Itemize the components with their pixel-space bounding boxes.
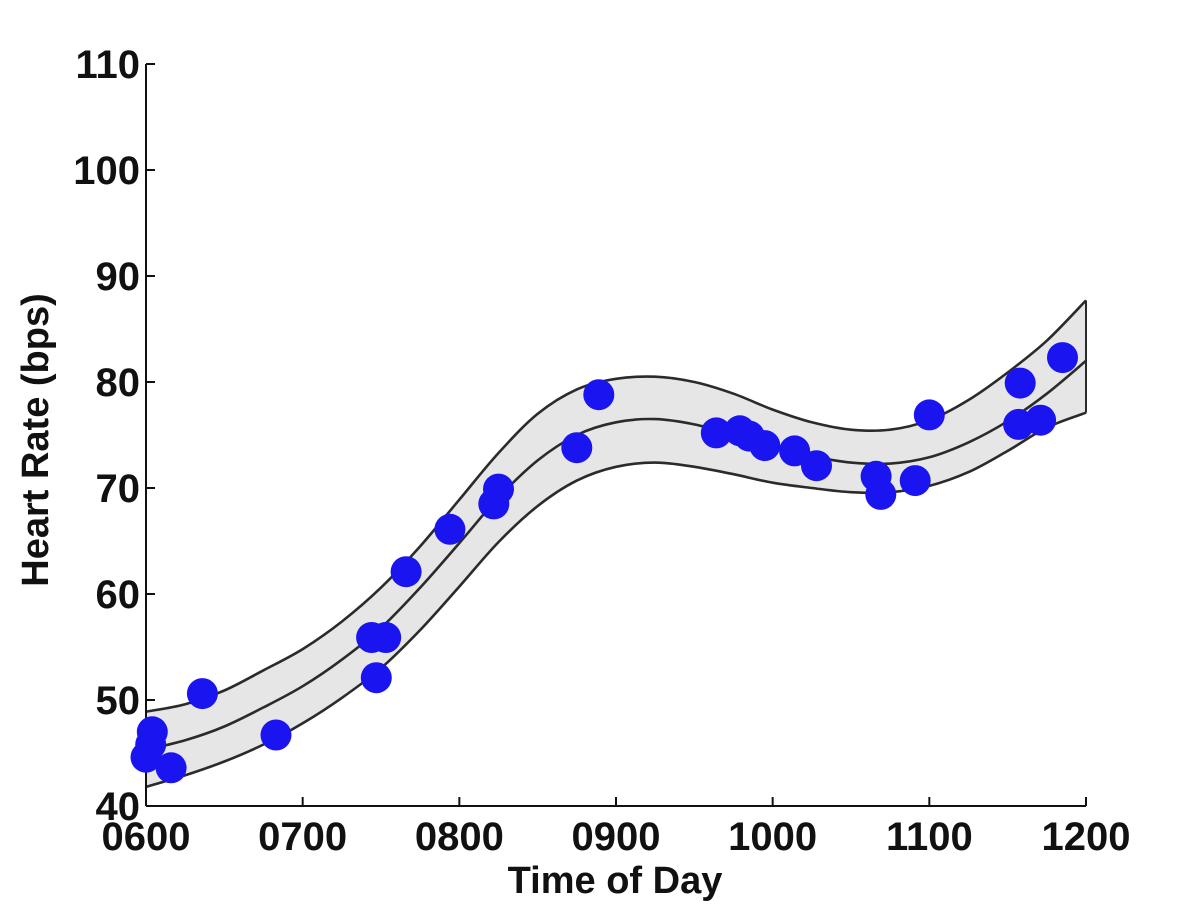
x-tick-label: 1200 — [1042, 815, 1131, 859]
data-point — [583, 379, 615, 411]
y-tick-label: 40 — [96, 785, 141, 829]
x-tick-label: 0700 — [258, 815, 347, 859]
fit-curve-line — [145, 359, 1087, 752]
x-tick-label: 0900 — [572, 815, 661, 859]
data-point — [779, 435, 811, 467]
data-point — [1047, 342, 1078, 374]
upper-bound-line — [145, 299, 1087, 713]
data-point — [899, 465, 931, 497]
data-point — [801, 450, 832, 482]
data-point — [186, 678, 218, 710]
confidence-band — [146, 300, 1086, 787]
data-point — [155, 752, 187, 784]
x-tick-label: 1100 — [886, 815, 973, 859]
data-point — [390, 556, 422, 588]
data-point — [749, 430, 781, 462]
data-point — [700, 417, 732, 449]
y-tick-label: 50 — [96, 679, 141, 723]
data-point — [561, 432, 593, 464]
y-axis-label: Heart Rate (bps) — [15, 293, 57, 587]
confidence-band-fill — [146, 300, 1086, 787]
data-point — [1004, 367, 1036, 399]
y-tick-label: 70 — [96, 467, 141, 511]
data-point — [434, 513, 466, 545]
y-tick-label: 60 — [96, 573, 141, 617]
axes — [145, 63, 1087, 807]
data-point — [260, 719, 292, 751]
x-tick-label: 0800 — [415, 815, 504, 859]
x-axis-label: Time of Day — [508, 860, 723, 902]
x-tick-label: 1000 — [728, 815, 817, 859]
data-point — [360, 662, 392, 694]
tick-labels: 40 50 60 70 80 90 100 110 0600 0700 0800 0900 1000 11… — [73, 43, 1130, 859]
y-tick-label: 80 — [96, 361, 141, 405]
y-tick-label: 110 — [75, 43, 140, 87]
x-tick-label: 0600 — [102, 815, 191, 859]
data-point — [136, 716, 168, 748]
data-point — [483, 473, 514, 505]
y-tick-label: 90 — [96, 255, 141, 299]
data-point — [865, 478, 897, 510]
data-point — [370, 622, 402, 653]
data-points — [130, 342, 1078, 784]
data-point — [913, 399, 945, 431]
data-point — [1025, 404, 1057, 436]
y-tick-label: 100 — [73, 149, 140, 193]
